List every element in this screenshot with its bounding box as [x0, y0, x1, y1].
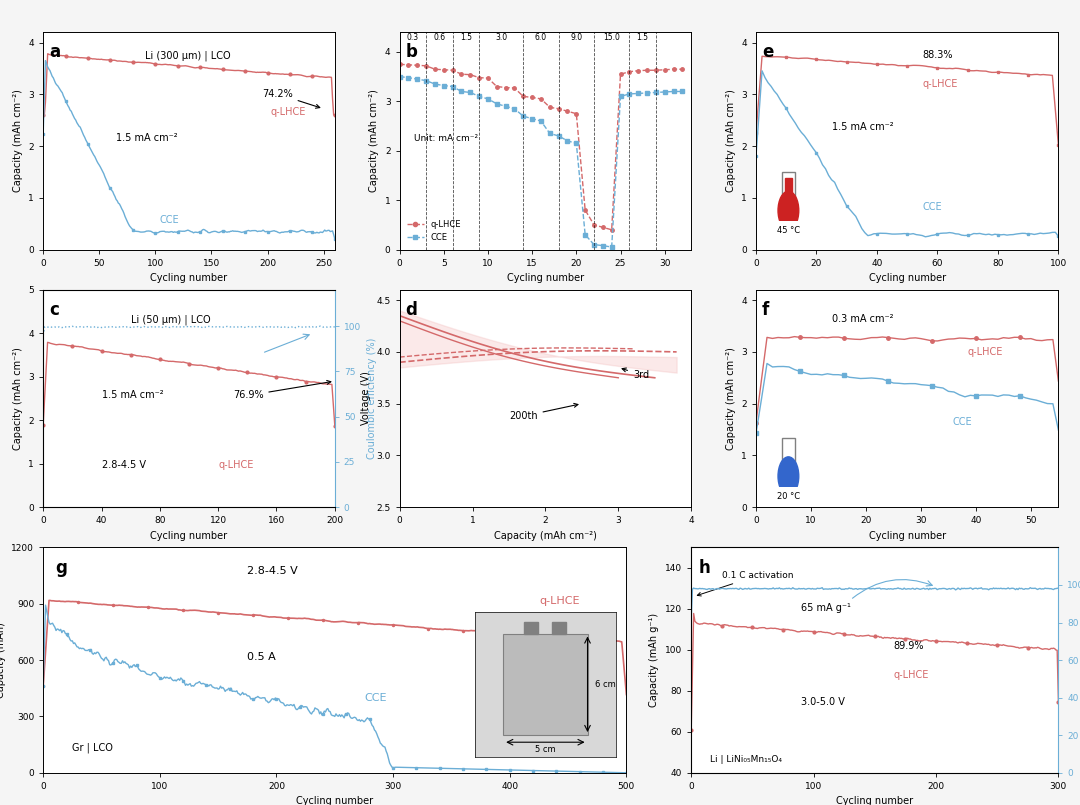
X-axis label: Cycling number: Cycling number — [150, 530, 228, 541]
Text: 0.3 mA cm⁻²: 0.3 mA cm⁻² — [832, 315, 893, 324]
Text: Li (300 μm) | LCO: Li (300 μm) | LCO — [145, 50, 231, 61]
Text: 89.9%: 89.9% — [893, 641, 923, 650]
Y-axis label: Coulombic efficiency (%): Coulombic efficiency (%) — [366, 338, 377, 459]
Text: Gr | LCO: Gr | LCO — [72, 742, 113, 753]
X-axis label: Cycling number: Cycling number — [150, 273, 228, 283]
Text: 1.5: 1.5 — [636, 33, 649, 42]
Text: 0.6: 0.6 — [433, 33, 445, 42]
Bar — [782, 172, 795, 208]
X-axis label: Cycling number: Cycling number — [507, 273, 584, 283]
Text: c: c — [49, 301, 59, 319]
Bar — [784, 463, 793, 473]
X-axis label: Cycling number: Cycling number — [296, 796, 374, 805]
Text: CCE: CCE — [922, 202, 942, 213]
Text: f: f — [762, 301, 769, 319]
Text: Li (50 μm) | LCO: Li (50 μm) | LCO — [131, 315, 211, 325]
Text: 1.5 mA cm⁻²: 1.5 mA cm⁻² — [102, 390, 163, 400]
Text: 0.1 C activation: 0.1 C activation — [698, 571, 794, 596]
Text: 45 °C: 45 °C — [777, 226, 800, 235]
Text: 2.8-4.5 V: 2.8-4.5 V — [102, 460, 146, 470]
Text: g: g — [55, 559, 67, 576]
Bar — [503, 634, 588, 735]
Legend: q-LHCE, CCE: q-LHCE, CCE — [404, 217, 464, 246]
Text: 20 °C: 20 °C — [777, 492, 800, 501]
Text: q-LHCE: q-LHCE — [893, 670, 929, 680]
Text: 200th: 200th — [509, 403, 578, 421]
Text: q-LHCE: q-LHCE — [922, 79, 958, 89]
Text: 6 cm: 6 cm — [594, 679, 616, 689]
Text: 2.8-4.5 V: 2.8-4.5 V — [247, 567, 298, 576]
Bar — [525, 622, 538, 634]
X-axis label: Cycling number: Cycling number — [836, 796, 914, 805]
Text: 3.0: 3.0 — [495, 33, 508, 42]
Y-axis label: Capacity (mAh cm⁻²): Capacity (mAh cm⁻²) — [726, 347, 735, 450]
Text: a: a — [49, 43, 60, 61]
Text: 0.5 A: 0.5 A — [247, 652, 276, 662]
Text: CCE: CCE — [160, 216, 179, 225]
Text: q-LHCE: q-LHCE — [271, 107, 306, 117]
Text: Unit: mA cm⁻²: Unit: mA cm⁻² — [415, 134, 478, 142]
Text: 1.5: 1.5 — [460, 33, 472, 42]
Text: 1.5 mA cm⁻²: 1.5 mA cm⁻² — [832, 122, 893, 132]
Text: Li | LiNi₀₅Mn₁₅O₄: Li | LiNi₀₅Mn₁₅O₄ — [710, 754, 782, 763]
Text: 9.0: 9.0 — [570, 33, 582, 42]
Circle shape — [778, 456, 799, 495]
Y-axis label: Capacity (mAh cm⁻²): Capacity (mAh cm⁻²) — [13, 89, 23, 192]
Text: 3rd: 3rd — [622, 368, 649, 380]
Bar — [784, 178, 793, 208]
Text: 76.9%: 76.9% — [233, 381, 330, 400]
Text: q-LHCE: q-LHCE — [539, 596, 580, 605]
Text: 0.3: 0.3 — [407, 33, 419, 42]
Y-axis label: Voltage (V): Voltage (V) — [361, 372, 370, 425]
Text: 65 mA g⁻¹: 65 mA g⁻¹ — [801, 602, 851, 613]
Y-axis label: Capacity (mAh): Capacity (mAh) — [0, 622, 5, 698]
Text: 1.5 mA cm⁻²: 1.5 mA cm⁻² — [117, 133, 178, 142]
Y-axis label: Capacity (mAh g⁻¹): Capacity (mAh g⁻¹) — [649, 613, 660, 707]
Y-axis label: Capacity (mAh cm⁻²): Capacity (mAh cm⁻²) — [13, 347, 23, 450]
Text: 74.2%: 74.2% — [262, 89, 320, 108]
Text: CCE: CCE — [953, 416, 972, 427]
Text: CCE: CCE — [364, 692, 387, 703]
Text: 15.0: 15.0 — [604, 33, 620, 42]
Text: 3.0-5.0 V: 3.0-5.0 V — [801, 697, 846, 707]
Circle shape — [778, 192, 799, 230]
X-axis label: Cycling number: Cycling number — [868, 273, 946, 283]
Text: 6.0: 6.0 — [535, 33, 548, 42]
Text: q-LHCE: q-LHCE — [968, 347, 1003, 357]
Bar — [553, 622, 567, 634]
Text: d: d — [405, 301, 417, 319]
Text: 88.3%: 88.3% — [922, 50, 953, 60]
X-axis label: Cycling number: Cycling number — [868, 530, 946, 541]
Text: q-LHCE: q-LHCE — [218, 460, 254, 470]
Y-axis label: Capacity (mAh cm⁻²): Capacity (mAh cm⁻²) — [369, 89, 379, 192]
Text: 5 cm: 5 cm — [535, 745, 556, 754]
Text: h: h — [699, 559, 711, 576]
Y-axis label: Capacity (mAh cm⁻²): Capacity (mAh cm⁻²) — [726, 89, 735, 192]
Text: b: b — [405, 43, 417, 61]
Bar — [782, 437, 795, 473]
X-axis label: Capacity (mAh cm⁻²): Capacity (mAh cm⁻²) — [494, 530, 597, 541]
Text: e: e — [762, 43, 773, 61]
